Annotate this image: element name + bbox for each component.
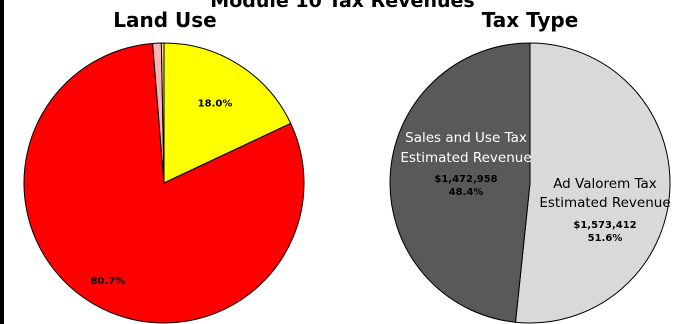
sales-use-percent-label: 48.4%	[449, 187, 484, 198]
sales-use-category-line-2: Estimated Revenue	[400, 150, 531, 166]
land-use-slice-1	[23, 42, 305, 324]
land-use-slice-3	[160, 42, 165, 184]
left-border	[0, 0, 4, 324]
tax-type-slice-0	[514, 42, 671, 324]
ad-valorem-value-label: $1,573,412	[573, 220, 636, 231]
tax-type-slice-1	[389, 42, 531, 323]
land-use-chart-title: Land Use	[113, 8, 217, 32]
land-use-percent-label-1: 80.7%	[91, 276, 126, 287]
tax-type-chart-title: Tax Type	[481, 8, 579, 32]
sales-use-value-label: $1,472,958	[434, 174, 497, 185]
main-title: Module 10 Tax Revenues	[210, 0, 475, 12]
ad-valorem-category-line-1: Ad Valorem Tax	[553, 176, 657, 192]
sales-use-category-line-1: Sales and Use Tax	[405, 130, 527, 146]
tax-type-pie: Ad Valorem Tax Estimated Revenue $1,573,41…	[389, 42, 671, 324]
land-use-percent-label-0: 18.0%	[198, 99, 233, 110]
land-use-pie: 18.0% 80.7%	[23, 42, 305, 324]
ad-valorem-category-line-2: Estimated Revenue	[539, 195, 670, 211]
land-use-slice-0	[163, 42, 292, 184]
ad-valorem-percent-label: 51.6%	[588, 233, 623, 244]
